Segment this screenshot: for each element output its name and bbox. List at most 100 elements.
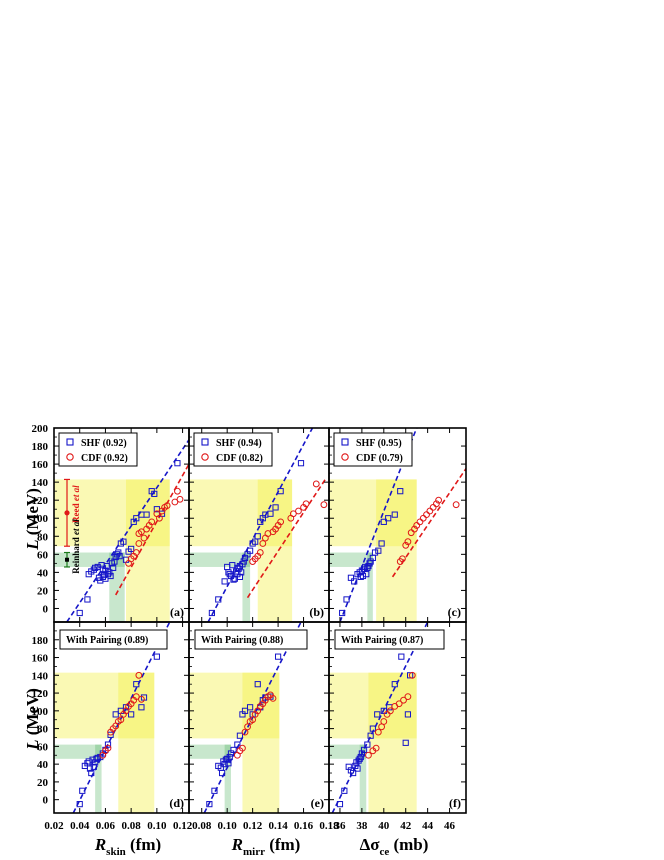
shf-fit-line (207, 428, 314, 622)
cdf-point (312, 480, 320, 488)
y-tick-label: 140 (32, 477, 49, 489)
cdf-point (426, 507, 434, 515)
legend-box (194, 629, 308, 650)
y-tick-label: 100 (32, 706, 49, 718)
cdf-point (419, 514, 427, 522)
y-tick-label: 180 (32, 635, 49, 647)
cdf-point (452, 501, 460, 509)
y-tick-label: 40 (37, 759, 49, 771)
shf-point (357, 753, 364, 761)
y-tick-label: 120 (32, 495, 49, 507)
shf-point (246, 547, 254, 554)
cdf-point (395, 700, 403, 708)
panel-points (339, 460, 460, 617)
yellow-band (189, 479, 293, 622)
shf-point (366, 560, 373, 567)
shf-point (128, 545, 135, 553)
shf-point (84, 596, 91, 603)
x-tick-label: 42 (400, 820, 412, 832)
y-axis-label-bottom: L (MeV) (23, 688, 42, 751)
yellow-band (54, 672, 155, 813)
legend-cdf-marker (66, 453, 74, 461)
panel-fits (203, 622, 302, 813)
y-tick-label: 80 (37, 724, 49, 736)
x-axis-label-main: Δσ (360, 835, 381, 854)
shf-point (274, 653, 282, 660)
panel-fits (72, 622, 171, 813)
cdf-point (386, 707, 394, 715)
shf-point (374, 711, 381, 718)
shf-point (378, 540, 385, 547)
x-tick-label: 0.16 (294, 820, 314, 832)
y-tick-label: 200 (32, 423, 49, 435)
legend-cdf-label: CDF (0.79) (356, 453, 403, 464)
panel-label: (e) (311, 796, 324, 810)
reed-bar-center (64, 510, 70, 516)
shf-point (115, 549, 122, 556)
green-band-horizontal (54, 744, 102, 759)
panel-label: (c) (448, 605, 461, 619)
y-tick-label: 80 (37, 531, 49, 543)
reinhard-bar-center (65, 557, 69, 562)
reed-bar-label-italic: et al (71, 485, 81, 501)
legend: With Pairing (0.89) (59, 629, 168, 650)
green-band-vertical (242, 552, 251, 622)
cdf-point (156, 514, 163, 522)
shf-point (363, 571, 370, 578)
shf-point (339, 609, 346, 617)
shf-point (380, 518, 387, 525)
cdf-point (256, 549, 264, 556)
cdf-point (174, 487, 181, 495)
x-tick-label: 36 (334, 820, 346, 832)
legend-shf-marker (341, 438, 349, 446)
x-tick-label: 38 (356, 820, 368, 832)
x-axis-label-main: R (231, 835, 243, 854)
cdf-point (374, 728, 382, 736)
y-tick-label: 100 (32, 513, 49, 525)
cdf-point (372, 744, 380, 752)
cdf-point (244, 723, 251, 731)
yellow-band-vertical (118, 672, 155, 813)
x-axis-label-unit: (mb) (389, 835, 428, 854)
cdf-point (249, 716, 257, 724)
shf-point (107, 572, 114, 580)
shf-fit-line (66, 439, 189, 622)
cdf-point (402, 541, 410, 549)
shf-point (236, 573, 244, 580)
shf-point (391, 511, 398, 518)
panel-label: (b) (309, 605, 324, 619)
y-tick-label: 20 (37, 585, 49, 597)
y-axis-label-unit: (MeV) (23, 488, 42, 539)
frames-layer (53, 427, 467, 814)
shf-point (111, 558, 118, 565)
cdf-point (365, 751, 372, 759)
legend: SHF (0.92) CDF (0.92) (58, 432, 138, 467)
y-tick-label: 160 (32, 653, 49, 665)
legend: With Pairing (0.88) (194, 629, 308, 650)
green-band-vertical (95, 744, 102, 813)
cdf-point (171, 498, 179, 506)
shf-point (93, 755, 100, 762)
cdf-point (277, 518, 285, 526)
cdf-point (416, 518, 424, 526)
x-axis-label-unit: (fm) (126, 835, 161, 854)
shf-point (404, 711, 412, 718)
legend-shf-label: SHF (0.95) (356, 438, 402, 449)
cdf-point (423, 511, 430, 519)
panel-points (208, 460, 328, 617)
shf-point (151, 490, 158, 497)
yellow-band-vertical (257, 479, 293, 622)
shf-point (211, 787, 218, 794)
cdf-point (404, 693, 412, 701)
shf-point (297, 460, 305, 467)
yellow-band-vertical (242, 672, 280, 813)
legend-pairing-label: With Pairing (0.88) (201, 635, 283, 646)
y-axis-label-unit: (MeV) (23, 688, 42, 739)
legend: SHF (0.95) CDF (0.79) (333, 432, 413, 467)
cdf-point (269, 695, 277, 702)
x-tick-label: 0.08 (122, 820, 142, 832)
shf-point (79, 787, 86, 794)
panel-fits (331, 622, 429, 813)
shf-point (375, 547, 382, 554)
x-axis-label-rskin: Rskin (fm) (94, 835, 161, 858)
